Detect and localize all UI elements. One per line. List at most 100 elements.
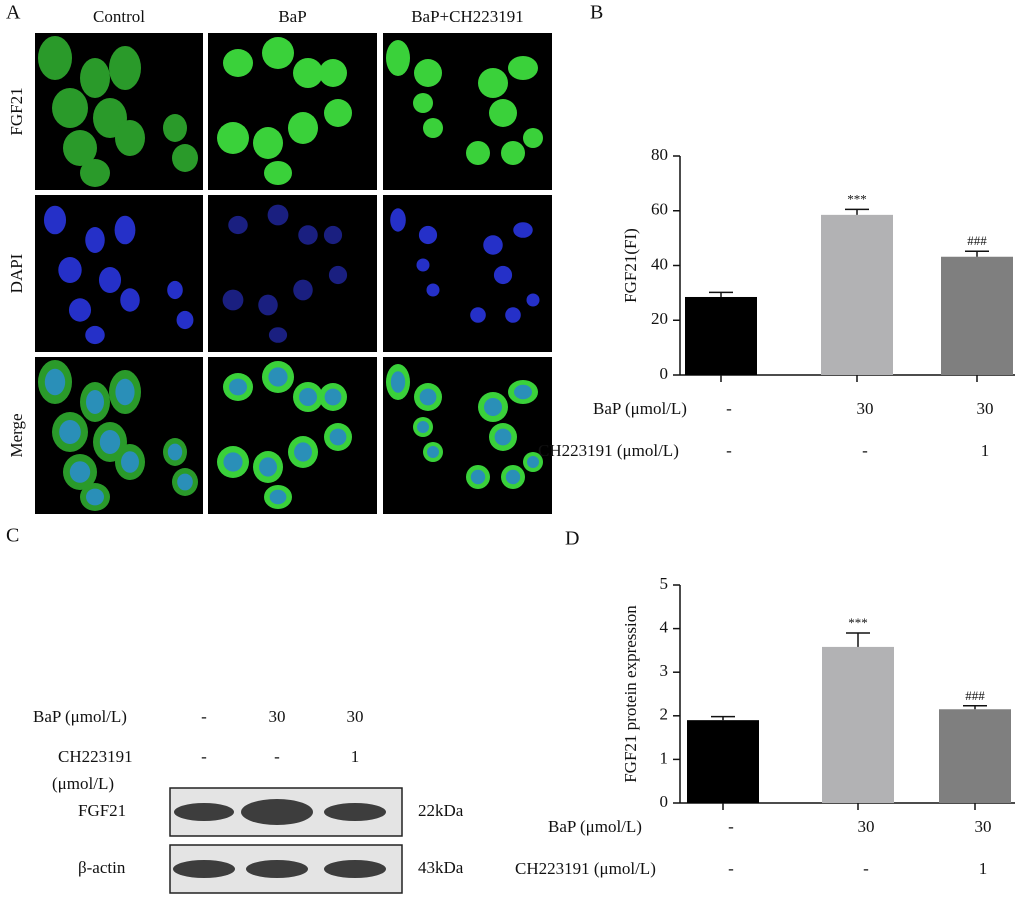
cell [63,130,97,166]
blot-band [241,799,313,825]
y-tick-label: 40 [651,254,668,273]
band-size: 43kDa [418,858,464,877]
y-tick-label: 60 [651,200,668,219]
cell [223,49,253,77]
nucleus [268,327,288,343]
nucleus [417,421,429,433]
y-tick-label: 0 [660,792,669,811]
cell [288,112,318,144]
nucleus [419,388,437,406]
nucleus [177,473,193,491]
nucleus [85,325,105,345]
nucleus [527,456,539,468]
cell [414,59,442,87]
row-label: DAPI [7,253,26,293]
cell [217,122,249,154]
nucleus [323,225,343,245]
nucleus [69,461,91,483]
cell [478,68,508,98]
panel-label: C [6,525,19,547]
micrograph [383,357,552,514]
nucleus [58,257,82,283]
cell [489,99,517,127]
cell [262,37,294,69]
nucleus [228,215,248,235]
condition-value: - [201,747,207,766]
condition-value: 1 [351,747,360,766]
condition-value: 30 [975,817,992,836]
y-tick-label: 1 [660,748,669,767]
nucleus [86,488,104,506]
nucleus [470,307,486,323]
column-label: Control [93,7,145,26]
y-tick-label: 4 [660,618,669,637]
cell [423,118,443,138]
condition-value: - [862,441,868,460]
cell [386,40,410,76]
cell [80,159,110,187]
nucleus [223,452,243,472]
nucleus [43,205,67,235]
nucleus [229,378,247,396]
nucleus [324,388,342,406]
condition-label: BaP (μmol/L) [33,707,127,726]
bar [822,646,894,803]
nucleus [329,428,347,446]
micrograph [35,357,203,514]
nucleus [167,443,183,461]
micrograph [35,33,203,190]
nucleus [294,442,312,462]
condition-value: - [726,441,732,460]
nucleus [505,307,521,323]
condition-value: - [726,399,732,418]
y-tick-label: 5 [660,574,669,593]
cell [466,141,490,165]
nucleus [483,235,503,255]
panel-label: D [565,528,579,550]
nucleus [86,390,104,414]
nucleus [470,469,486,485]
nucleus [299,388,317,406]
nucleus [120,288,140,312]
cell [413,93,433,113]
nucleus [267,204,289,226]
condition-value: 30 [857,399,874,418]
cell [264,161,292,185]
condition-label: CH223191 [58,747,133,766]
error-bar [709,291,733,297]
condition-value: - [728,817,734,836]
condition-value: 30 [269,707,286,726]
nucleus [269,489,287,505]
nucleus [418,225,438,245]
condition-label: CH223191 (μmol/L) [538,441,679,460]
nucleus [115,378,135,406]
bar [685,296,757,375]
nucleus [44,368,66,396]
micrograph [383,195,552,352]
condition-unit: (μmol/L) [52,774,114,793]
y-tick-label: 2 [660,705,669,724]
nucleus [293,279,313,301]
bar [821,214,893,375]
cell [501,141,525,165]
y-tick-label: 0 [660,364,669,383]
cell [523,128,543,148]
bar [941,256,1013,375]
micrograph [208,195,377,352]
micrograph [383,33,552,190]
nucleus [258,294,278,316]
nucleus [494,428,512,446]
significance: ### [967,233,987,248]
nucleus [328,265,348,285]
significance: *** [848,615,868,630]
blot-band [324,860,386,878]
nucleus [85,227,105,253]
nucleus [505,469,521,485]
nucleus [416,258,430,272]
row-label: FGF21 [7,87,26,135]
significance: *** [847,191,867,206]
y-tick-label: 20 [651,309,668,328]
nucleus [114,215,136,245]
column-label: BaP+CH223191 [411,7,524,26]
